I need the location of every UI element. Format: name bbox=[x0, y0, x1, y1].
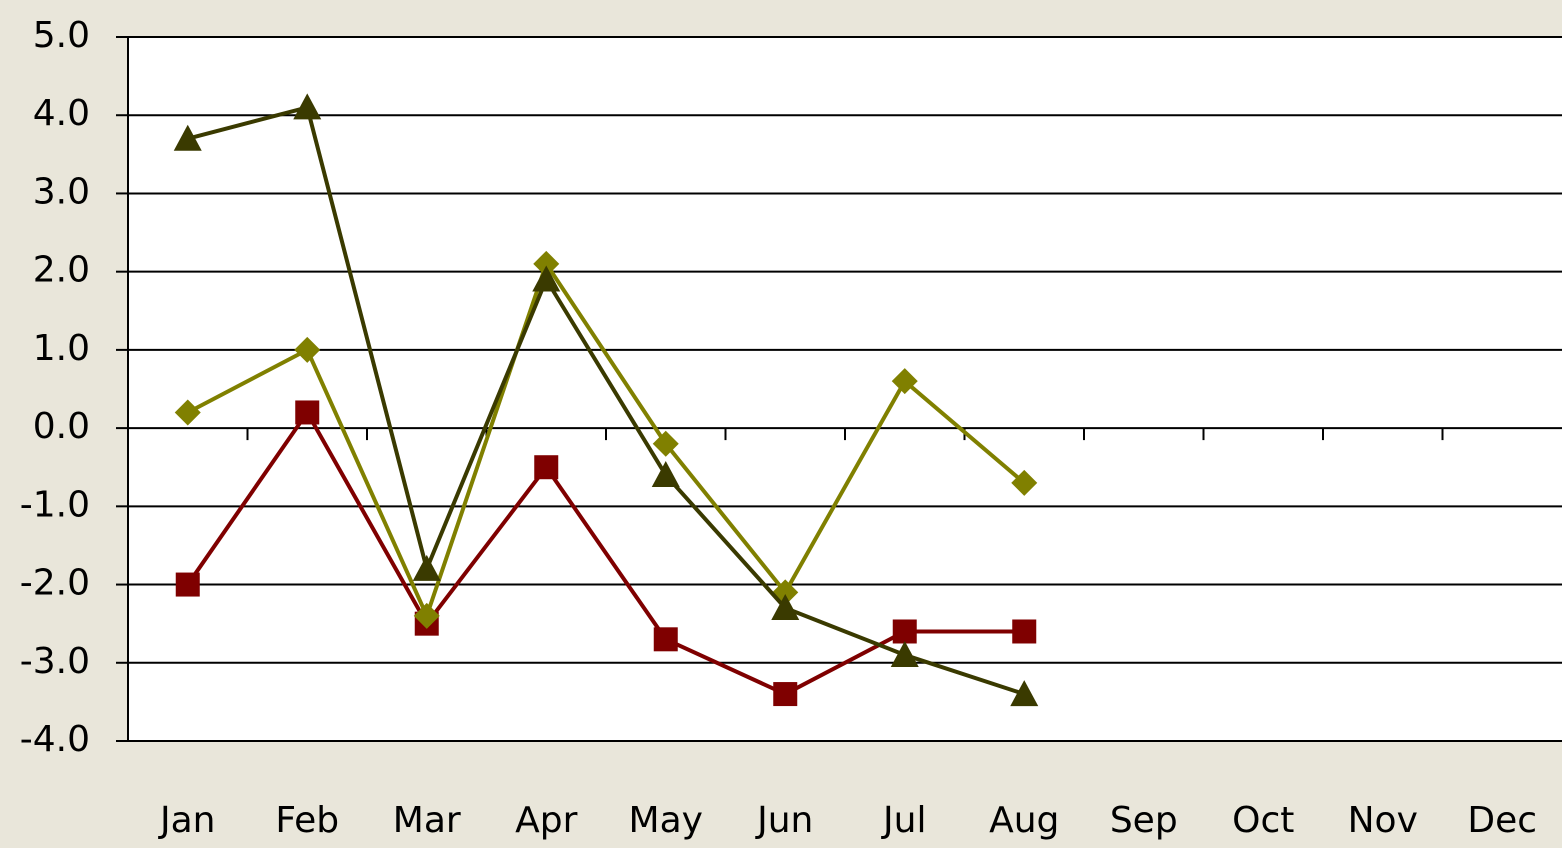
x-tick-label: Jul bbox=[881, 800, 926, 841]
series-line bbox=[186, 261, 1026, 618]
x-tick-label: Nov bbox=[1348, 800, 1418, 841]
marker-diamond bbox=[1011, 469, 1038, 496]
marker-diamond bbox=[652, 430, 679, 457]
marker-triangle bbox=[651, 461, 680, 488]
y-tick-label: 3.0 bbox=[33, 171, 90, 212]
x-tick-label: Aug bbox=[989, 800, 1059, 841]
x-tick-label: Sep bbox=[1110, 800, 1178, 841]
marker-triangle bbox=[1010, 680, 1039, 707]
y-tick-label: -1.0 bbox=[20, 484, 90, 525]
y-tick-label: -2.0 bbox=[20, 563, 90, 604]
series-line bbox=[187, 105, 1025, 696]
y-tick-label: 4.0 bbox=[33, 93, 90, 134]
marker-square bbox=[295, 400, 320, 425]
marker-square bbox=[653, 627, 678, 652]
marker-diamond bbox=[891, 368, 918, 395]
marker-square bbox=[175, 572, 200, 597]
marker-triangle bbox=[293, 93, 322, 120]
marker-triangle bbox=[771, 594, 800, 621]
marker-triangle bbox=[412, 554, 441, 581]
y-tick-label: -3.0 bbox=[20, 641, 90, 682]
marker-diamond bbox=[174, 399, 201, 426]
y-tick-label: 2.0 bbox=[33, 250, 90, 291]
plot-area bbox=[128, 37, 1562, 741]
marker-triangle bbox=[173, 124, 202, 151]
marker-diamond bbox=[413, 602, 440, 629]
marker-square bbox=[773, 682, 798, 707]
y-tick-label: -4.0 bbox=[20, 719, 90, 760]
y-tick-label: 0.0 bbox=[33, 406, 90, 447]
series-line bbox=[186, 410, 1025, 697]
marker-square bbox=[892, 619, 917, 644]
marker-diamond bbox=[294, 336, 321, 363]
marker-square bbox=[1012, 619, 1037, 644]
x-tick-label: Mar bbox=[393, 800, 461, 841]
x-tick-label: May bbox=[629, 800, 703, 841]
y-tick-label: 5.0 bbox=[33, 15, 90, 56]
x-tick-label: Jan bbox=[158, 800, 216, 841]
marker-diamond bbox=[533, 250, 560, 277]
y-tick-label: 1.0 bbox=[33, 328, 90, 369]
x-tick-label: Apr bbox=[515, 800, 577, 841]
x-tick-label: Dec bbox=[1467, 800, 1537, 841]
x-tick-label: Feb bbox=[275, 800, 339, 841]
marker-triangle bbox=[890, 640, 919, 667]
x-tick-label: Jun bbox=[755, 800, 813, 841]
x-tick-label: Oct bbox=[1232, 800, 1294, 841]
marker-square bbox=[534, 455, 559, 480]
marker-triangle bbox=[532, 265, 561, 292]
